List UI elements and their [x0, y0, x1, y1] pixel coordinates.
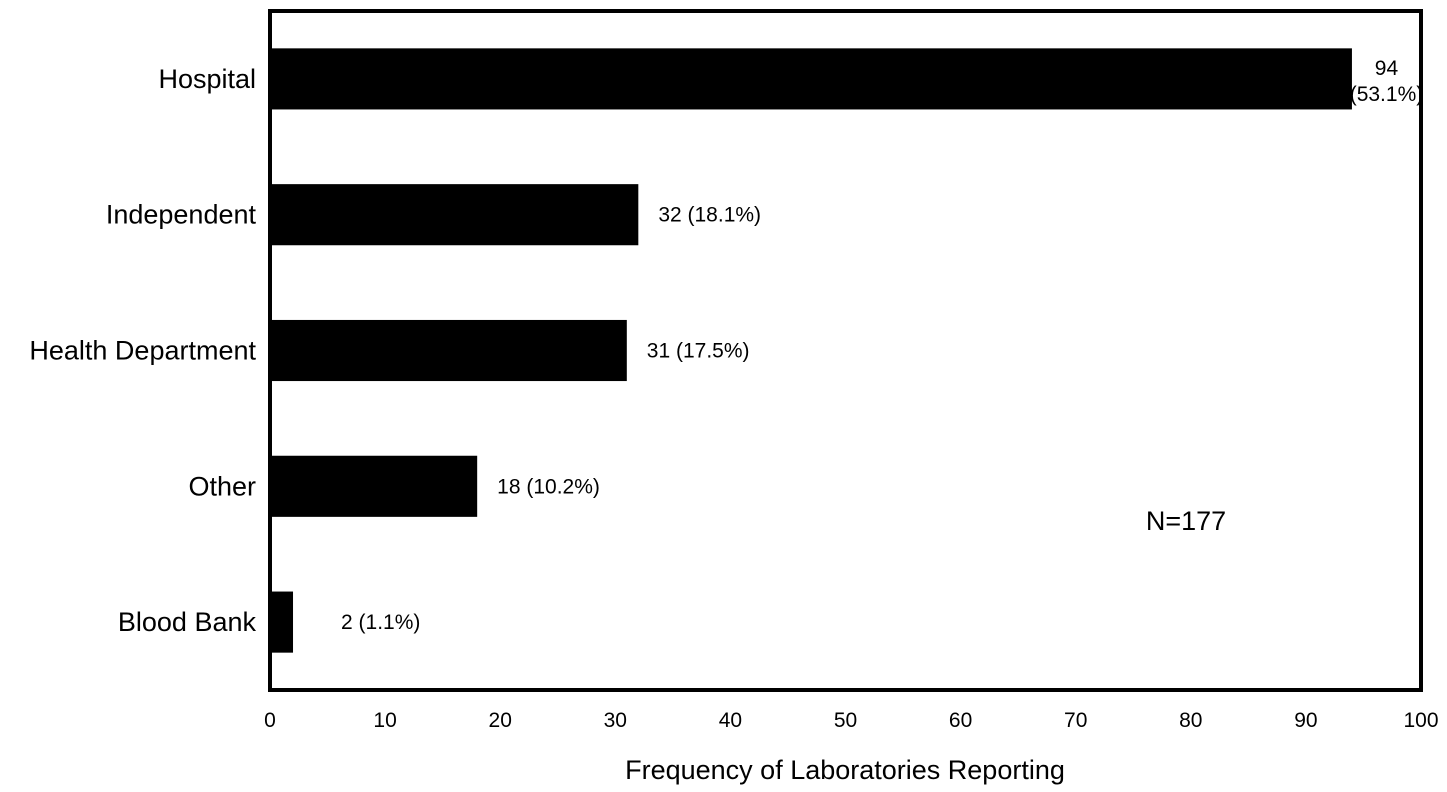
x-tick-labels: 0 10 20 30 40 50 60 70 80 90 100: [264, 709, 1438, 732]
bar: [270, 184, 639, 246]
bar: [270, 591, 294, 653]
x-tick-label: 100: [1403, 709, 1438, 732]
value-label: 32 (18.1%): [658, 204, 761, 227]
x-tick-label: 20: [489, 709, 512, 732]
value-label: 31 (17.5%): [647, 340, 750, 363]
bars-layer: [270, 48, 1352, 653]
bar: [270, 48, 1352, 110]
plot-frame: [268, 9, 1423, 692]
category-labels: Hospital Independent Health Department Othe…: [29, 64, 256, 637]
category-label: Independent: [106, 200, 257, 230]
x-tick-label: 30: [604, 709, 627, 732]
x-tick-label: 50: [834, 709, 857, 732]
bar: [270, 319, 627, 382]
x-tick-label: 40: [719, 709, 742, 732]
sample-size-annotation: N=177: [1146, 506, 1226, 536]
category-label: Health Department: [29, 336, 256, 366]
x-tick-label: 10: [373, 709, 396, 732]
category-label: Blood Bank: [118, 607, 257, 637]
category-label: Other: [188, 471, 256, 501]
value-label: 18 (10.2%): [497, 475, 600, 498]
x-axis-title: Frequency of Laboratories Reporting: [625, 755, 1065, 785]
value-label: 94 (53.1%): [1350, 57, 1424, 106]
x-tick-label: 70: [1064, 709, 1087, 732]
value-label: 2 (1.1%): [341, 611, 420, 634]
x-tick-label: 60: [949, 709, 972, 732]
value-labels: 94 (53.1%) 32 (18.1%) 31 (17.5%) 18 (10.2%) 2…: [341, 57, 1423, 634]
category-label: Hospital: [158, 64, 256, 94]
x-tick-label: 0: [264, 709, 276, 732]
x-tick-label: 90: [1294, 709, 1317, 732]
x-tick-label: 80: [1179, 709, 1202, 732]
bar: [270, 455, 478, 517]
